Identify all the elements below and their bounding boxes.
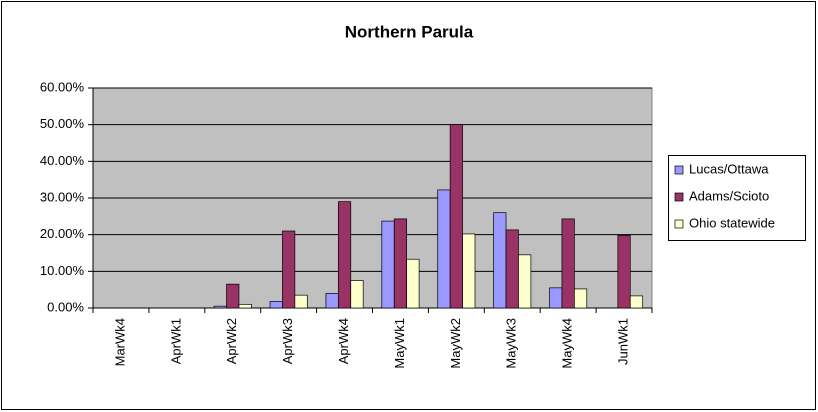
x-tick-label: AprWk4 (336, 318, 351, 364)
x-tick-label: AprWk1 (168, 318, 183, 364)
bar (294, 294, 308, 309)
bar (325, 292, 339, 309)
bar (561, 218, 575, 309)
x-tick-label: MayWk1 (392, 318, 407, 369)
bar (549, 287, 563, 309)
legend-swatch (674, 192, 684, 202)
y-tick-label: 10.00% (40, 263, 85, 278)
x-tick-label: AprWk2 (224, 318, 239, 364)
bar (213, 305, 227, 309)
legend-swatch (674, 165, 684, 175)
legend-swatch (674, 219, 684, 229)
x-tick-label: MarWk4 (112, 318, 127, 366)
bar (350, 280, 364, 309)
x-tick-label: MayWk2 (448, 318, 463, 369)
bar (282, 230, 296, 309)
y-tick-label: 40.00% (40, 153, 85, 168)
y-tick-label: 30.00% (40, 189, 85, 204)
bar (574, 288, 588, 309)
y-tick-label: 20.00% (40, 226, 85, 241)
chart-title: Northern Parula (345, 22, 474, 41)
x-tick-label: AprWk3 (280, 318, 295, 364)
legend (668, 155, 806, 241)
bar (449, 124, 463, 309)
bar (505, 229, 519, 309)
y-tick-label: 50.00% (40, 116, 85, 131)
bar (393, 218, 408, 309)
bar (238, 303, 252, 309)
bar (518, 254, 532, 309)
x-tick-label: MayWk4 (560, 318, 575, 369)
bar (337, 201, 352, 309)
bar (437, 189, 451, 309)
legend-label: Adams/Scioto (689, 188, 769, 203)
bar (226, 283, 240, 309)
y-tick-label: 60.00% (40, 79, 85, 94)
legend-label: Ohio statewide (689, 215, 775, 230)
bar (493, 212, 507, 309)
y-tick-label: 0.00% (47, 299, 84, 314)
x-tick-label: MayWk3 (504, 318, 519, 369)
bar (406, 258, 420, 309)
x-tick-label: JunWk1 (615, 318, 630, 365)
legend-label: Lucas/Ottawa (689, 161, 769, 176)
bar (629, 295, 644, 309)
bar (269, 301, 283, 309)
bar (381, 220, 395, 309)
bar (462, 233, 476, 309)
bar (617, 235, 631, 309)
